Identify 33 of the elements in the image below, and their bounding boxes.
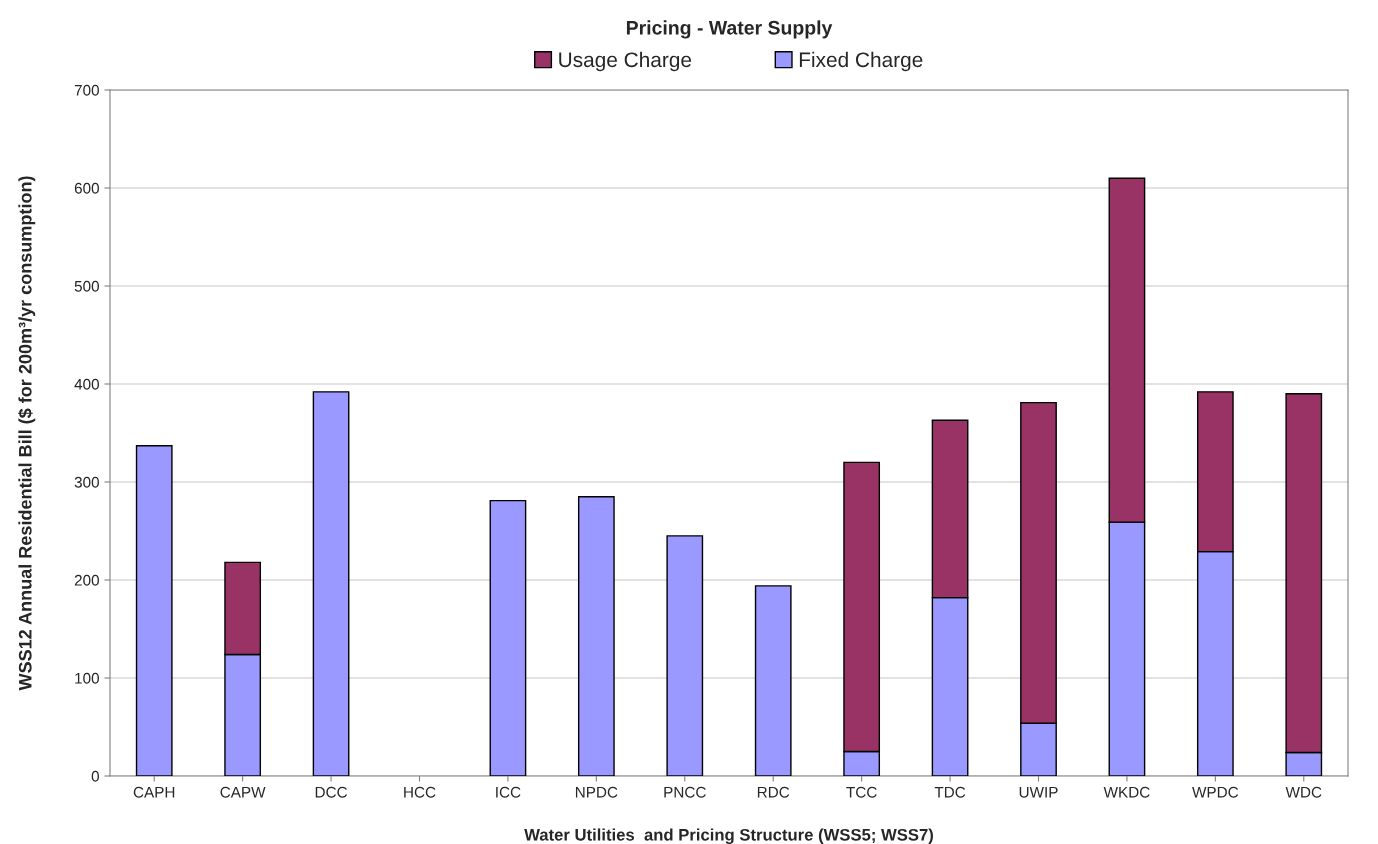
legend-label: Usage Charge (559, 51, 692, 72)
x-tick-label: RDC (757, 786, 790, 798)
bar (666, 535, 704, 776)
x-tick-label: NPDC (575, 786, 618, 798)
bar (489, 499, 527, 776)
x-axis-title: Water Utilities and Pricing Structure (WSS5; WSS7) (524, 828, 933, 844)
y-tick-label: 400 (74, 378, 99, 390)
x-tick-label: TDC (934, 786, 966, 798)
x-tick-label: UWIP (1019, 786, 1058, 798)
y-axis-title: WSS12 Annual Residential Bill ($ for 200m³/yr consumption) (18, 176, 36, 691)
y-tick-label: 600 (74, 182, 99, 194)
bar (135, 445, 173, 776)
y-tick-label: 300 (74, 476, 99, 488)
x-tick-label: CAPH (133, 786, 175, 798)
x-tick-label: HCC (404, 786, 436, 798)
y-tick-label: 700 (74, 84, 99, 96)
y-tick-label: 100 (75, 672, 99, 684)
bar (754, 585, 792, 776)
x-tick-label: DCC (315, 786, 348, 798)
y-tick-label: 500 (74, 280, 99, 292)
x-tick-label: CAPW (220, 786, 266, 798)
x-tick-label: WPDC (1192, 786, 1239, 798)
x-tick-label: WDC (1285, 786, 1322, 798)
x-tick-label: WKDC (1103, 786, 1150, 798)
chart-title: Pricing - Water Supply (626, 20, 833, 39)
x-tick-label: TCC (846, 786, 877, 798)
y-tick-label: 0 (91, 770, 99, 782)
y-tick-label: 200 (74, 574, 99, 586)
bar (577, 496, 615, 776)
bar (312, 391, 350, 776)
legend-label: Fixed Charge (799, 51, 923, 72)
x-tick-label: PNCC (664, 786, 706, 798)
x-tick-label: ICC (496, 786, 521, 798)
